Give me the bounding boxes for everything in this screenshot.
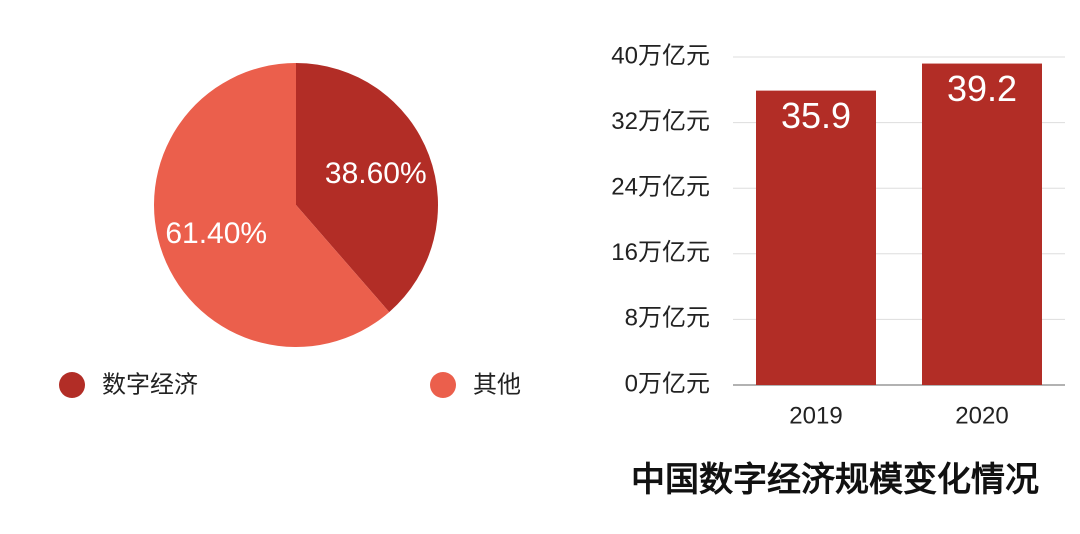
pie-slice [296,63,438,313]
bar-value-label: 39.2 [947,68,1017,109]
bar [756,90,876,386]
legend-marker [59,372,85,398]
bar-value-label: 35.9 [781,95,851,136]
chart-title: 中国数字经济规模变化情况 [631,461,1039,499]
pie-slice [154,63,390,347]
y-tick-label: 0万亿元 [625,370,710,397]
legend-label: 其他 [473,371,521,398]
slice-label: 61.40% [165,217,267,250]
x-tick-label: 2019 [789,402,842,429]
y-tick-label: 24万亿元 [611,174,710,201]
legend-marker [430,372,456,398]
y-tick-label: 8万亿元 [625,305,710,332]
legend-label: 数字经济 [102,371,198,398]
bar [922,63,1042,386]
y-tick-label: 32万亿元 [611,108,710,135]
y-tick-label: 16万亿元 [611,239,710,266]
slice-label: 38.60% [325,157,427,190]
y-tick-label: 40万亿元 [611,42,710,69]
x-tick-label: 2020 [955,402,1008,429]
